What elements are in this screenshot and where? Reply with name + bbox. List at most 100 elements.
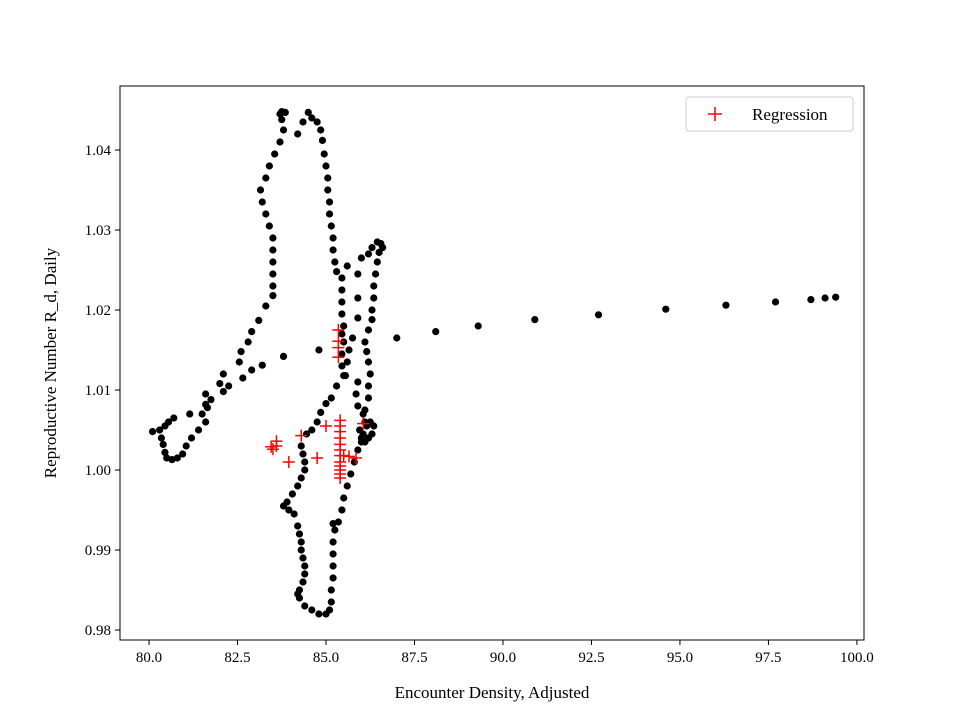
observed-point [364, 358, 373, 366]
observed-point [276, 138, 284, 146]
observed-point [594, 311, 603, 319]
observed-point [354, 402, 362, 410]
observed-point [354, 378, 362, 386]
observed-point [373, 238, 381, 246]
observed-point [364, 382, 373, 390]
observed-point [354, 314, 362, 322]
observed-point [359, 410, 367, 418]
observed-point [297, 546, 305, 554]
observed-point [182, 442, 190, 450]
observed-point [338, 274, 346, 282]
regression-point [337, 449, 350, 462]
y-tick-label: 1.02 [85, 303, 111, 319]
legend-regression-marker-icon [708, 107, 722, 121]
observed-point [262, 210, 270, 218]
observed-point [297, 474, 305, 482]
x-tick-label: 97.5 [755, 650, 781, 666]
x-tick-label: 82.5 [224, 650, 250, 666]
observed-point [333, 268, 341, 276]
observed-point [265, 222, 273, 230]
observed-point [366, 370, 374, 378]
observed-point [373, 258, 381, 266]
observed-point [299, 554, 307, 562]
observed-point [338, 330, 346, 338]
observed-point [301, 562, 309, 570]
observed-point [343, 358, 351, 366]
observed-point [357, 254, 365, 262]
observed-point [256, 186, 265, 194]
plot-area [120, 86, 864, 640]
y-tick-label: 1.01 [85, 383, 111, 399]
observed-point [269, 270, 277, 278]
observed-point [301, 602, 309, 610]
observed-point [354, 270, 362, 278]
observed-point [258, 361, 266, 369]
observed-point [194, 426, 203, 434]
observed-point [297, 442, 305, 450]
observed-point [262, 302, 270, 310]
observed-point [325, 198, 334, 206]
observed-point [340, 338, 348, 346]
observed-point [368, 316, 376, 324]
observed-points [148, 108, 840, 618]
observed-point [393, 334, 401, 342]
observed-point [329, 246, 337, 254]
observed-point [156, 426, 164, 434]
x-tick-label: 92.5 [578, 650, 604, 666]
regression-point [282, 456, 295, 468]
observed-point [317, 408, 325, 416]
observed-point [338, 298, 346, 306]
observed-point [285, 506, 293, 514]
observed-point [352, 390, 360, 398]
observed-point [219, 388, 227, 396]
observed-point [301, 570, 309, 578]
observed-point [269, 282, 277, 290]
observed-point [329, 562, 337, 570]
observed-point [235, 358, 243, 366]
observed-point [170, 414, 178, 422]
observed-point [308, 426, 316, 434]
observed-point [216, 380, 224, 388]
observed-point [313, 118, 321, 126]
observed-point [297, 538, 305, 546]
observed-point [722, 301, 730, 309]
observed-point [279, 126, 288, 134]
legend-label-regression: Regression [752, 105, 828, 124]
observed-point [148, 428, 157, 436]
observed-point [474, 322, 482, 330]
observed-point [325, 606, 334, 614]
observed-point [364, 326, 373, 334]
observed-point [308, 114, 316, 122]
x-tick-label: 85.0 [313, 650, 339, 666]
observed-point [202, 390, 210, 398]
y-tick-label: 1.00 [85, 463, 111, 479]
observed-point [179, 450, 187, 458]
observed-point [327, 586, 335, 594]
plot-frame [119, 85, 865, 641]
observed-point [269, 258, 277, 266]
observed-point [324, 174, 332, 182]
observed-point [340, 322, 348, 330]
observed-point [338, 310, 346, 318]
observed-point [356, 426, 364, 434]
observed-point [225, 382, 233, 390]
observed-point [662, 305, 670, 313]
observed-point [821, 294, 829, 302]
regression-point [343, 450, 356, 463]
observed-point [333, 382, 341, 390]
observed-point [299, 578, 307, 586]
x-tick-label: 95.0 [667, 650, 693, 666]
observed-point [302, 430, 311, 438]
observed-point [357, 434, 365, 442]
observed-point [248, 366, 256, 374]
regression-point [295, 429, 308, 442]
x-tick-label: 80.0 [136, 650, 162, 666]
observed-point [299, 118, 307, 126]
observed-point [294, 482, 302, 490]
observed-point [361, 338, 369, 346]
observed-point [186, 410, 194, 418]
observed-point [338, 506, 346, 514]
observed-point [164, 418, 173, 426]
observed-point [219, 370, 227, 378]
observed-point [343, 482, 351, 490]
